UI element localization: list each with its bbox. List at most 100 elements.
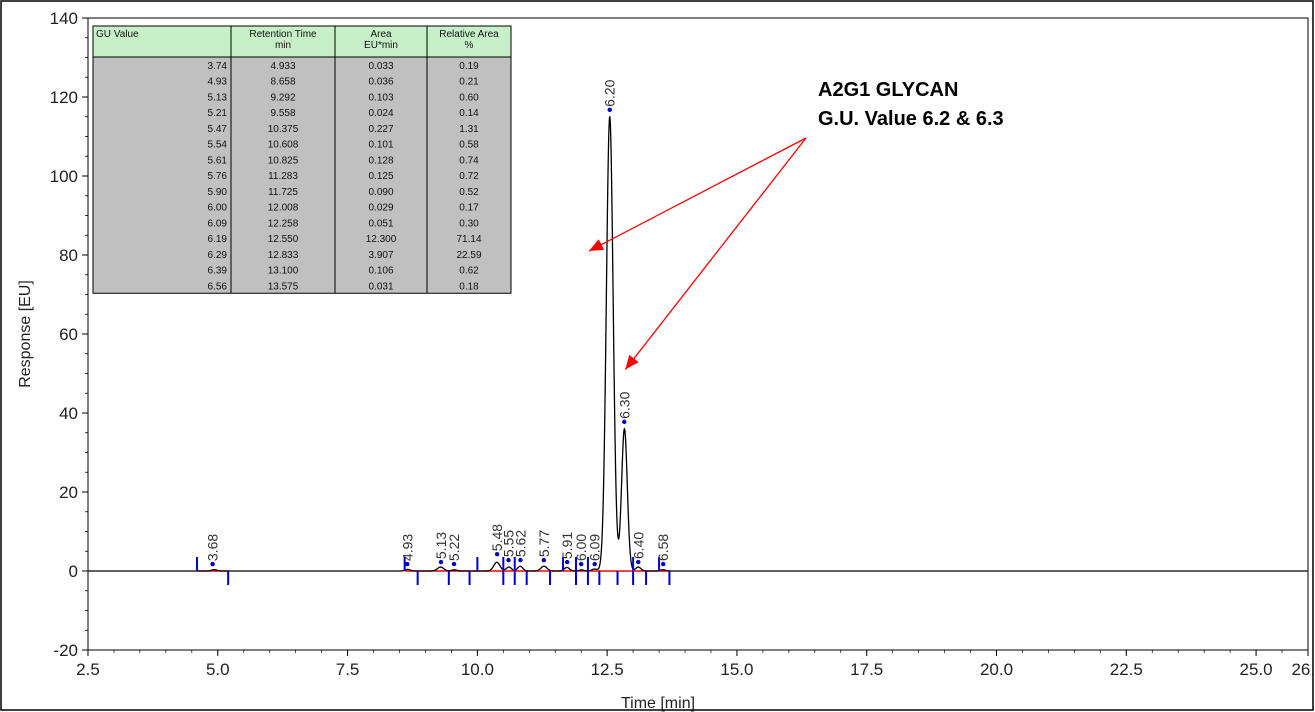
table-cell: 0.090 xyxy=(368,187,393,198)
annotation-text: G.U. Value 6.2 & 6.3 xyxy=(818,108,1004,130)
peak-label: 6.58 xyxy=(655,534,671,561)
table-cell: 0.72 xyxy=(459,171,479,182)
x-tick-label: 2.5 xyxy=(76,660,100,679)
y-tick-label: 100 xyxy=(50,167,78,186)
table-header-cell: % xyxy=(465,40,474,51)
peak-apex-marker xyxy=(578,561,584,567)
table-cell: 10.825 xyxy=(268,155,299,166)
annotation-arrow-line xyxy=(624,137,807,370)
table-cell: 5.21 xyxy=(208,108,228,119)
annotation-arrowhead xyxy=(625,354,639,370)
table-cell: 5.61 xyxy=(208,155,228,166)
y-tick-label: 40 xyxy=(59,404,78,423)
peak-apex-marker xyxy=(494,552,500,557)
peak-label: 6.20 xyxy=(602,79,618,106)
annotation-arrow-line xyxy=(588,137,807,252)
y-tick-label: 0 xyxy=(69,562,78,581)
x-tick-label: 20.0 xyxy=(980,660,1013,679)
peak-apex-marker xyxy=(607,107,612,113)
table-cell: 3.74 xyxy=(208,61,228,72)
peak-apex-marker xyxy=(541,557,547,563)
table-cell: 4.933 xyxy=(270,61,295,72)
table-header-cell: Retention Time xyxy=(249,29,317,40)
table-cell: 0.033 xyxy=(368,61,393,72)
y-tick-label: 80 xyxy=(59,246,78,265)
table-cell: 12.550 xyxy=(268,234,299,245)
table-cell: 0.60 xyxy=(459,92,479,103)
x-tick-label: 5.0 xyxy=(206,660,230,679)
peak-label: 5.48 xyxy=(489,524,505,551)
table-header-cell: Relative Area xyxy=(439,29,499,40)
peak-label: 5.77 xyxy=(536,530,552,557)
peak-label: 5.13 xyxy=(433,532,449,559)
y-tick-label: 20 xyxy=(59,483,78,502)
table-cell: 12.833 xyxy=(268,250,299,261)
table-cell: 0.036 xyxy=(368,77,393,88)
x-tick-label: 22.5 xyxy=(1110,660,1143,679)
peak-apex-marker xyxy=(636,559,641,565)
x-tick-label: 7.5 xyxy=(336,660,360,679)
peak-apex-marker xyxy=(451,561,457,567)
table-cell: 12.258 xyxy=(268,218,299,229)
table-cell: 0.74 xyxy=(459,155,479,166)
table-cell: 5.54 xyxy=(208,140,228,151)
peak-apex-marker xyxy=(210,561,215,567)
table-cell: 12.300 xyxy=(366,234,397,245)
peak-apex-marker xyxy=(592,561,597,567)
table-cell: 9.292 xyxy=(270,92,295,103)
table-cell: 0.52 xyxy=(459,187,479,198)
peak-label: 5.91 xyxy=(559,532,575,559)
table-cell: 1.31 xyxy=(459,124,479,135)
table-cell: 0.17 xyxy=(459,203,479,214)
table-cell: 10.375 xyxy=(268,124,299,135)
x-axis-title: Time [min] xyxy=(621,695,695,712)
table-cell: 0.18 xyxy=(459,281,479,292)
table-cell: 0.62 xyxy=(459,266,479,277)
table-cell: 0.128 xyxy=(368,155,393,166)
y-tick-label: 120 xyxy=(50,88,78,107)
peak-label: 3.68 xyxy=(205,534,221,561)
table-header-cell: EU*min xyxy=(364,40,398,51)
table-cell: 4.93 xyxy=(208,77,228,88)
table-cell: 6.00 xyxy=(208,203,228,214)
table-cell: 11.725 xyxy=(268,187,298,198)
table-cell: 6.09 xyxy=(208,218,228,229)
table-cell: 0.227 xyxy=(368,124,393,135)
peak-apex-marker xyxy=(438,559,444,565)
x-tick-label: 26.0 xyxy=(1291,660,1315,679)
y-axis-title: Response [EU] xyxy=(17,280,34,388)
table-cell: 12.008 xyxy=(268,203,299,214)
peak-apex-marker xyxy=(622,419,627,425)
table-body-bg xyxy=(92,56,512,294)
table-cell: 6.39 xyxy=(208,266,228,277)
peak-label: 5.62 xyxy=(512,530,528,557)
peak-apex-marker xyxy=(661,561,666,567)
peak-label: 6.40 xyxy=(630,532,646,559)
table-cell: 0.051 xyxy=(368,218,393,229)
table-header-cell: Area xyxy=(370,29,392,40)
table-cell: 71.14 xyxy=(456,234,481,245)
peak-label: 5.22 xyxy=(446,534,462,561)
table-cell: 5.47 xyxy=(208,124,228,135)
table-cell: 0.103 xyxy=(368,92,393,103)
table-cell: 0.21 xyxy=(459,77,479,88)
x-tick-label: 12.5 xyxy=(591,660,624,679)
table-cell: 0.024 xyxy=(368,108,393,119)
peak-label: 6.00 xyxy=(573,534,589,561)
table-cell: 0.031 xyxy=(368,281,393,292)
table-cell: 10.608 xyxy=(268,140,299,151)
table-cell: 9.558 xyxy=(270,108,295,119)
table-header-cell: GU Value xyxy=(96,29,139,40)
table-cell: 0.125 xyxy=(368,171,393,182)
table-header-bg xyxy=(92,25,512,58)
peak-apex-marker xyxy=(518,557,523,563)
table-cell: 0.029 xyxy=(368,203,393,214)
table-cell: 0.30 xyxy=(459,218,479,229)
peak-apex-marker xyxy=(564,559,570,565)
table-header-cell: min xyxy=(275,40,291,51)
peak-label: 6.30 xyxy=(616,391,632,418)
y-tick-label: 60 xyxy=(59,325,78,344)
peak-apex-marker xyxy=(506,557,511,563)
